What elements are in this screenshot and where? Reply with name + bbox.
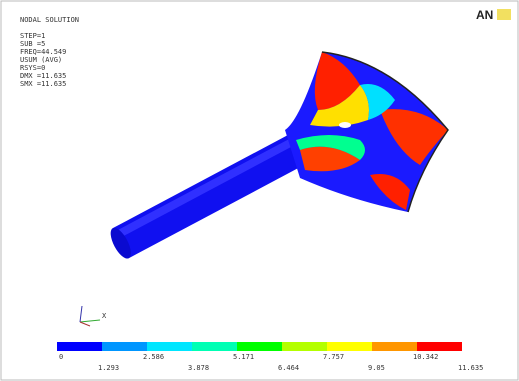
info-line: SMX =11.635 [20,80,66,88]
info-line: SUB =5 [20,40,45,48]
legend-label: 2.586 [143,353,164,361]
legend-label: 1.293 [98,364,119,372]
legend-label: 0 [59,353,63,361]
info-line: STEP=1 [20,32,45,40]
logo-mark [497,9,511,20]
info-line: USUM (AVG) [20,56,62,64]
legend-swatch [102,342,147,351]
funnel-hole [339,122,351,128]
info-line: FREQ=44.549 [20,48,66,56]
legend-swatch [57,342,102,351]
frame [1,1,518,380]
logo: AN [476,8,493,22]
legend-label: 3.878 [188,364,209,372]
legend-swatch [282,342,327,351]
legend-swatch [237,342,282,351]
info-line: RSYS=0 [20,64,45,72]
legend-label: 5.171 [233,353,254,361]
legend-swatch [192,342,237,351]
screen: NODAL SOLUTION AN X STEP=1SUB =5FREQ=44.… [0,0,519,381]
legend-label: 10.342 [413,353,438,361]
legend-label: 7.757 [323,353,344,361]
legend-swatch [417,342,462,351]
info-line: DMX =11.635 [20,72,66,80]
title: NODAL SOLUTION [20,16,79,24]
legend-swatch [372,342,417,351]
legend-label: 6.464 [278,364,299,372]
legend-label: 9.05 [368,364,385,372]
legend-swatch [327,342,372,351]
legend-label: 11.635 [458,364,483,372]
legend-swatch [147,342,192,351]
